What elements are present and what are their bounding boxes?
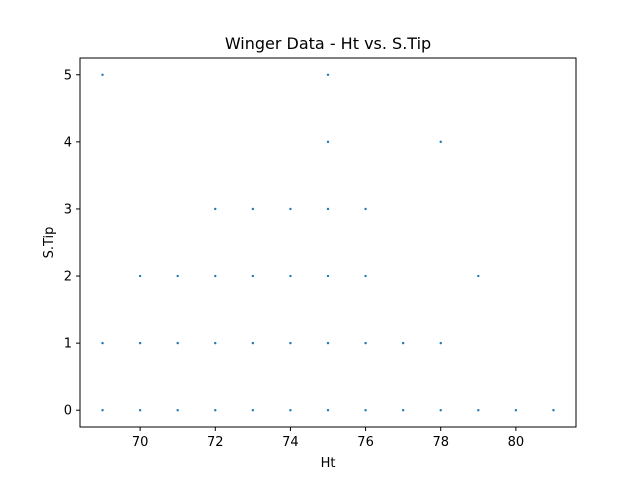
- data-point: [326, 409, 330, 412]
- data-point: [364, 274, 367, 278]
- x-tick-label: 70: [132, 435, 149, 450]
- data-point: [214, 207, 217, 211]
- y-tick-label: 5: [64, 68, 72, 83]
- data-point: [138, 341, 142, 345]
- data-point: [364, 207, 367, 211]
- data-point: [251, 274, 255, 278]
- data-point: [101, 341, 104, 345]
- data-point: [289, 341, 292, 345]
- data-point: [176, 409, 179, 412]
- data-point: [176, 274, 179, 278]
- y-tick-label: 3: [64, 202, 72, 217]
- x-tick-label: 74: [282, 435, 299, 450]
- data-point: [289, 274, 292, 278]
- data-point: [477, 274, 480, 278]
- data-point: [176, 341, 179, 345]
- x-axis-label: Ht: [321, 456, 336, 471]
- data-point: [439, 140, 442, 144]
- data-point: [477, 409, 480, 412]
- data-point: [289, 207, 292, 211]
- data-point: [138, 274, 142, 278]
- y-tick-label: 2: [64, 270, 72, 285]
- y-axis-label: S.Tip: [42, 227, 57, 259]
- data-point: [439, 409, 442, 412]
- data-point: [101, 409, 104, 412]
- data-point: [364, 341, 367, 345]
- y-tick-label: 0: [64, 404, 72, 419]
- x-axis-ticks: 70 72 74 76 78 80: [132, 427, 524, 450]
- data-point: [401, 341, 405, 345]
- data-point: [138, 409, 142, 412]
- y-tick-label: 1: [64, 337, 72, 352]
- data-point: [326, 73, 330, 76]
- data-point: [214, 341, 217, 345]
- data-point: [101, 73, 104, 76]
- data-point: [289, 409, 292, 412]
- chart-title: Winger Data - Ht vs. S.Tip: [225, 34, 431, 53]
- data-points: [101, 73, 555, 412]
- x-tick-label: 78: [432, 435, 449, 450]
- data-point: [401, 409, 405, 412]
- x-tick-label: 76: [357, 435, 374, 450]
- x-tick-label: 72: [207, 435, 224, 450]
- data-point: [326, 274, 330, 278]
- data-point: [326, 341, 330, 345]
- x-tick-label: 80: [508, 435, 525, 450]
- data-point: [326, 207, 330, 211]
- data-point: [439, 341, 442, 345]
- data-point: [214, 409, 217, 412]
- data-point: [326, 140, 330, 144]
- y-tick-label: 4: [64, 135, 72, 150]
- data-point: [251, 341, 255, 345]
- plot-frame: [79, 57, 577, 428]
- y-axis-ticks: 0 1 2 3 4 5: [64, 68, 80, 419]
- data-point: [214, 274, 217, 278]
- data-point: [251, 207, 255, 211]
- data-point: [514, 409, 518, 412]
- data-point: [552, 409, 555, 412]
- data-point: [364, 409, 367, 412]
- data-point: [251, 409, 255, 412]
